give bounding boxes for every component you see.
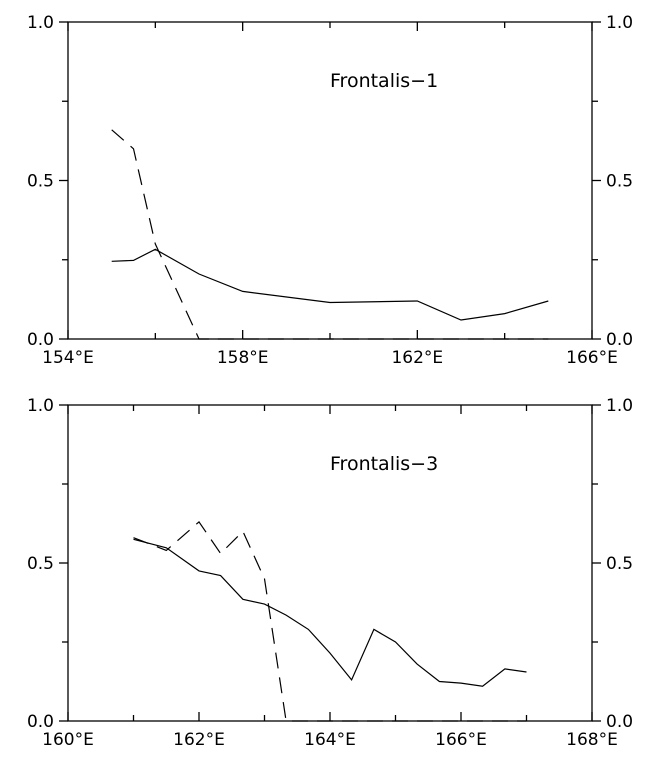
x-tick-label: 162°E (173, 730, 225, 750)
solid-series-line (133, 538, 527, 687)
dashed-series-line (133, 521, 527, 722)
chart-title: Frontalis−3 (330, 453, 438, 475)
x-tick-label: 160°E (42, 730, 94, 750)
chart-panel-frontalis-1: Frontalis−1 154°E 158°E 162°E 166°E0.0 0.00.… (27, 13, 633, 368)
y-tick-label-left: 0.5 (27, 172, 54, 192)
chart-title: Frontalis−1 (330, 70, 438, 92)
x-tick-label: 162°E (391, 348, 443, 368)
x-tick-label: 164°E (304, 730, 356, 750)
solid-series-line (111, 248, 549, 321)
y-tick-label-left: 1.0 (27, 13, 54, 33)
y-tick-label-right: 1.0 (606, 13, 633, 33)
y-tick-label-left: 0.5 (27, 554, 54, 574)
chart-panel-frontalis-3: Frontalis−3 160°E 162°E 164°E 166°E 168°E0.0… (27, 396, 633, 750)
y-tick-label-right: 0.5 (606, 172, 633, 192)
x-tick-label: 168°E (566, 730, 618, 750)
y-tick-label-right: 1.0 (606, 396, 633, 416)
y-tick-label-right: 0.5 (606, 554, 633, 574)
x-tick-label: 158°E (217, 348, 269, 368)
x-tick-label: 166°E (435, 730, 487, 750)
dashed-series-line (111, 129, 549, 340)
y-tick-label-left: 1.0 (27, 396, 54, 416)
y-tick-label-left: 0.0 (27, 330, 54, 350)
x-tick-label: 154°E (42, 348, 94, 368)
y-tick-label-right: 0.0 (606, 712, 633, 732)
y-tick-label-right: 0.0 (606, 330, 633, 350)
y-tick-label-left: 0.0 (27, 712, 54, 732)
x-tick-label: 166°E (566, 348, 618, 368)
